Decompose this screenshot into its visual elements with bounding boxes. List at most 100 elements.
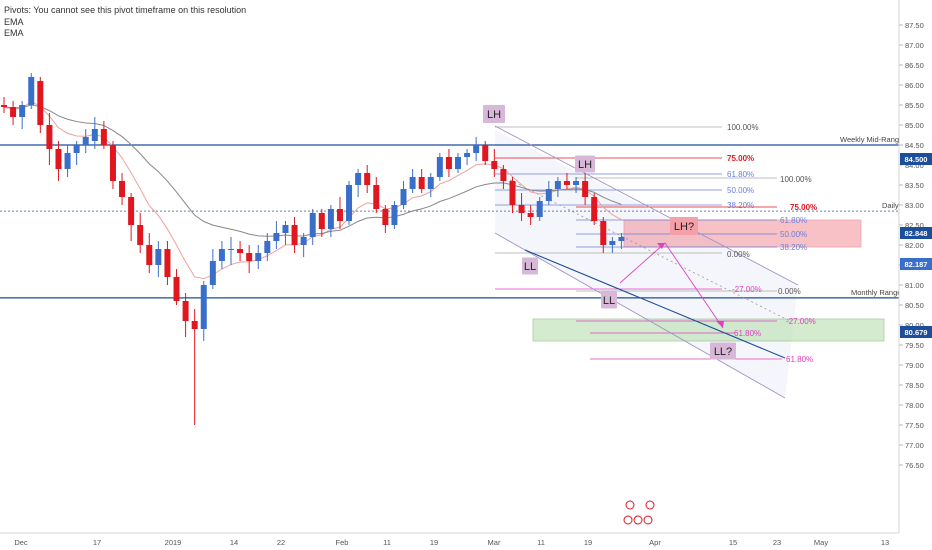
candle-body <box>137 225 144 245</box>
time-axis[interactable]: Dec 17 2019 14 22 Feb 11 19 Mar 11 19 Apr 15 23 May 13 <box>0 532 899 547</box>
candle-body <box>128 197 135 225</box>
swing-label-badge <box>575 155 595 173</box>
fib-level-label: 61.80% <box>727 170 754 179</box>
price-tick-label: 86.00 <box>905 81 924 90</box>
candle-body <box>73 145 80 153</box>
candle-body <box>155 249 162 265</box>
candle-body <box>282 225 289 233</box>
ema-fast-label[interactable]: EMA <box>4 16 24 27</box>
fib-level-label: 61.80% <box>780 216 807 225</box>
price-tick-label: 78.00 <box>905 401 924 410</box>
swing-label: LL? <box>714 346 732 358</box>
swing-label: LH <box>487 109 501 121</box>
candle-body <box>355 173 362 185</box>
candle-body <box>336 209 343 221</box>
price-badge-label: 82.187 <box>905 260 928 269</box>
price-tick-label: 79.50 <box>905 341 924 350</box>
price-tick-label: 85.50 <box>905 101 924 110</box>
candle-body <box>209 261 216 285</box>
event-marker <box>625 500 635 510</box>
candle-body <box>500 169 507 181</box>
candle-body <box>482 145 489 161</box>
candle-body <box>182 301 189 321</box>
candle-body <box>582 181 589 197</box>
swing-label-badge <box>670 217 698 235</box>
price-tick-label: 87.00 <box>905 41 924 50</box>
candle-body <box>427 177 434 189</box>
candle-body <box>119 181 126 197</box>
price-badge-label: 82.848 <box>905 229 928 238</box>
key-level-label: Weekly Mid-Range <box>840 135 903 144</box>
time-tick-label: 19 <box>584 538 592 547</box>
candle-body <box>91 129 98 141</box>
fib-level-label: 38.20% <box>727 201 754 210</box>
time-tick-label: 14 <box>230 538 238 547</box>
candle-body <box>255 253 262 261</box>
swing-label: LL <box>603 295 615 307</box>
candle-body <box>273 233 280 241</box>
time-tick-label: 19 <box>430 538 438 547</box>
candle-body <box>382 209 389 225</box>
candle-body <box>218 249 225 261</box>
price-badge <box>900 326 932 338</box>
event-marker <box>645 500 655 510</box>
time-tick-label: Apr <box>649 538 661 547</box>
projection-arrow <box>716 321 724 328</box>
candle-body <box>618 237 625 241</box>
channel-upper-line <box>494 125 799 286</box>
price-tick-label: 86.50 <box>905 61 924 70</box>
candle-body <box>400 189 407 205</box>
candle-body <box>518 205 525 213</box>
ema-slow-label[interactable]: EMA <box>4 28 24 38</box>
price-tick-label: 78.50 <box>905 381 924 390</box>
support-zone <box>532 318 885 342</box>
fib-level-label: 50.00% <box>727 186 754 195</box>
fib-level-label: -27.00% <box>786 317 816 326</box>
candle-body <box>173 277 180 301</box>
candle-body <box>37 81 44 125</box>
fib-level-label: 61.80% <box>786 355 813 364</box>
price-tick-label: 79.00 <box>905 361 924 370</box>
time-tick-label: 2019 <box>165 538 182 547</box>
price-badge-label: 84.500 <box>905 155 928 164</box>
time-tick-label: Dec <box>14 538 28 547</box>
price-axis[interactable]: 87.50 87.00 86.50 86.00 85.50 85.00 84.50 84.00… <box>898 0 932 550</box>
candle-body <box>473 145 480 153</box>
price-badge <box>900 258 932 270</box>
swing-label-badge <box>522 257 538 275</box>
swing-label-badge <box>483 105 505 123</box>
candle-body <box>46 125 53 149</box>
swing-label-badge <box>601 291 617 309</box>
time-tick-label: 11 <box>537 538 545 547</box>
price-badge <box>900 227 932 239</box>
candle-body <box>327 209 334 229</box>
candle-body <box>1 105 7 107</box>
channel-lower-line <box>494 232 786 399</box>
fib-level-label: 75.00% <box>727 154 754 163</box>
lines-layer: Weekly Mid-Range Daily Monthly Range <box>0 125 903 399</box>
price-tick-label: 80.00 <box>905 321 924 330</box>
fib-level-label: 61.80% <box>734 329 761 338</box>
price-tick-label: 82.50 <box>905 221 924 230</box>
candle-body <box>346 185 353 221</box>
candle-body <box>573 181 580 185</box>
candle-body <box>491 161 498 169</box>
candle-body <box>554 181 561 189</box>
price-tick-label: 81.00 <box>905 281 924 290</box>
candle-body <box>309 213 316 237</box>
swing-label: LH <box>578 159 592 171</box>
resistance-zone <box>623 219 862 248</box>
candle-body <box>55 149 62 169</box>
candle-body <box>300 237 307 245</box>
price-badge <box>900 153 932 165</box>
candle-body <box>264 241 271 253</box>
economic-events-icon[interactable] <box>623 500 655 525</box>
candle-body <box>445 157 452 169</box>
candle-body <box>464 153 471 157</box>
price-tick-label: 77.50 <box>905 421 924 430</box>
zones-layer <box>495 130 885 398</box>
candle-layer <box>1 73 625 425</box>
candle-body <box>391 205 398 225</box>
time-tick-label: 22 <box>277 538 285 547</box>
